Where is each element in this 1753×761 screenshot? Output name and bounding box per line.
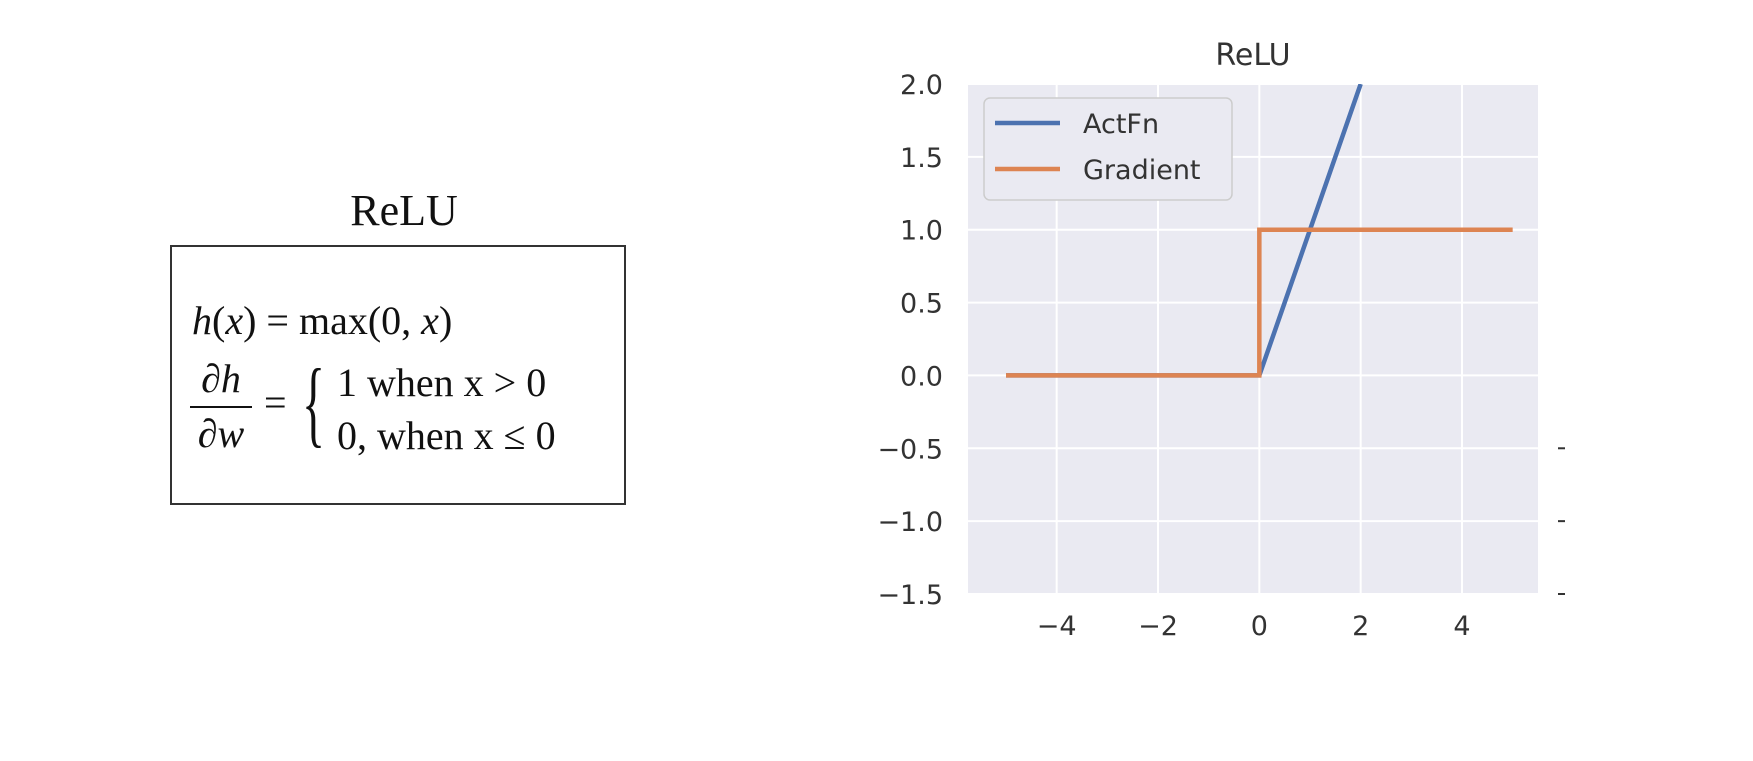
legend: ActFn Gradient (984, 98, 1232, 200)
x-tick-label: 4 (1453, 611, 1470, 642)
x-tick-label: −4 (1037, 611, 1077, 642)
x-tick-label: 2 (1352, 611, 1369, 642)
chart-title: ReLU (1215, 38, 1290, 73)
stray-tick-marks (1558, 448, 1565, 594)
legend-label-gradient: Gradient (1083, 155, 1201, 186)
y-tick-label: 1.0 (900, 216, 943, 247)
y-tick-label: 0.5 (900, 289, 943, 320)
y-tick-label: −0.5 (877, 434, 943, 465)
x-tick-label: −2 (1138, 611, 1178, 642)
legend-label-actfn: ActFn (1083, 109, 1159, 140)
y-tick-label: 0.0 (900, 361, 943, 392)
y-tick-label: 2.0 (900, 70, 943, 101)
y-tick-label: 1.5 (900, 143, 943, 174)
x-tick-label: 0 (1251, 611, 1268, 642)
y-tick-label: −1.5 (877, 580, 943, 611)
y-tick-label: −1.0 (877, 507, 943, 538)
